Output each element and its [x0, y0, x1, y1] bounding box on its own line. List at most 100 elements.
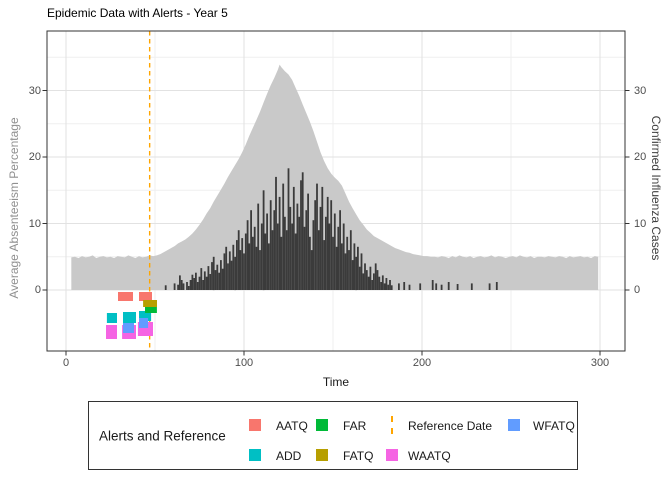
influenza-bar — [335, 246, 338, 290]
influenza-bar — [253, 226, 256, 290]
influenza-bar — [383, 283, 386, 290]
influenza-bar — [287, 168, 290, 290]
influenza-bar — [187, 286, 190, 290]
influenza-bar — [328, 223, 331, 290]
influenza-bar — [380, 282, 382, 290]
influenza-bar — [164, 285, 167, 290]
influenza-bar — [362, 273, 365, 290]
legend-swatch-add — [249, 449, 261, 461]
influenza-bar — [435, 283, 438, 290]
alert-mark-aatq — [118, 292, 133, 301]
influenza-bar — [325, 216, 327, 290]
alert-mark-far — [145, 307, 157, 313]
influenza-bar — [309, 236, 311, 290]
influenza-bar — [342, 223, 345, 290]
influenza-bar — [282, 183, 285, 290]
influenza-bar — [294, 233, 297, 290]
influenza-bar — [269, 200, 272, 290]
plot-title: Epidemic Data with Alerts - Year 5 — [47, 6, 228, 20]
influenza-bar — [488, 283, 491, 290]
influenza-bar — [301, 172, 304, 290]
influenza-bar — [358, 266, 361, 290]
influenza-bar — [268, 243, 270, 290]
influenza-bar — [223, 253, 226, 290]
influenza-bar — [314, 200, 317, 290]
influenza-bar — [376, 270, 379, 290]
influenza-bar — [189, 280, 192, 290]
influenza-bar — [326, 196, 329, 290]
influenza-bar — [276, 223, 279, 290]
absenteeism-area — [71, 64, 599, 290]
influenza-bar — [250, 210, 252, 290]
y-left-tick-label-20: 20 — [28, 151, 41, 163]
influenza-bar — [431, 280, 434, 290]
influenza-bar — [323, 240, 325, 290]
influenza-bar — [456, 284, 459, 290]
influenza-bar — [278, 196, 281, 290]
influenza-bar — [291, 223, 293, 290]
influenza-bar — [341, 243, 343, 290]
influenza-bar — [207, 266, 210, 290]
panel-border — [46, 30, 626, 352]
influenza-bar — [353, 243, 356, 290]
legend-title: Alerts and Reference — [99, 428, 226, 443]
influenza-bar — [360, 253, 363, 290]
influenza-bar — [246, 220, 249, 290]
influenza-bar — [248, 243, 251, 290]
legend-swatch-wfatq — [508, 419, 520, 431]
legend-swatch-far — [316, 419, 328, 431]
influenza-bar — [390, 285, 393, 290]
influenza-bar — [300, 180, 302, 290]
influenza-bar — [237, 230, 240, 290]
influenza-bar — [285, 230, 288, 290]
influenza-bar — [221, 268, 224, 290]
influenza-bar — [255, 246, 258, 290]
legend-swatch-fatq — [316, 449, 328, 461]
legend-swatch-waatq — [386, 449, 398, 461]
influenza-bar — [198, 276, 201, 290]
influenza-bar — [305, 210, 308, 290]
influenza-bar — [220, 260, 222, 290]
y-right-tick-label-10: 10 — [634, 217, 647, 230]
influenza-bar — [234, 256, 236, 291]
influenza-bar — [232, 244, 235, 290]
influenza-bar — [225, 246, 228, 290]
influenza-bar — [243, 253, 245, 290]
influenza-bar — [398, 283, 400, 290]
influenza-bar — [355, 256, 357, 291]
influenza-bar — [212, 256, 215, 291]
influenza-bar — [196, 282, 199, 290]
influenza-bar — [447, 282, 450, 290]
legend-dashed-line-icon — [391, 416, 393, 434]
influenza-bar — [403, 282, 406, 290]
influenza-bar — [298, 216, 301, 290]
influenza-bar — [381, 275, 384, 290]
alert-mark-add — [139, 311, 152, 321]
y-right-tick-label-20: 20 — [634, 151, 647, 163]
x-axis-title: Time — [322, 375, 350, 389]
influenza-bar — [280, 236, 283, 290]
x-tick-label-100: 100 — [234, 357, 254, 369]
y-left-tick-label-30: 30 — [28, 84, 41, 97]
influenza-bar — [230, 260, 233, 290]
influenza-bar — [369, 266, 372, 290]
alert-mark-wfatq — [123, 323, 134, 333]
influenza-bar — [218, 272, 220, 290]
influenza-bar — [470, 283, 473, 290]
influenza-bar — [264, 233, 267, 290]
influenza-bar — [200, 268, 203, 290]
influenza-bar — [292, 186, 295, 290]
alert-mark-wfatq — [139, 318, 149, 328]
alert-mark-fatq — [143, 300, 157, 307]
influenza-bar — [179, 275, 181, 290]
influenza-bar — [236, 240, 238, 290]
influenza-bar — [365, 270, 368, 290]
influenza-bar — [378, 276, 381, 290]
influenza-bar — [316, 183, 318, 290]
influenza-bar — [373, 273, 375, 290]
influenza-bar — [337, 226, 340, 290]
influenza-bar — [216, 264, 219, 290]
influenza-bar — [349, 230, 352, 290]
influenza-bar — [367, 276, 370, 290]
